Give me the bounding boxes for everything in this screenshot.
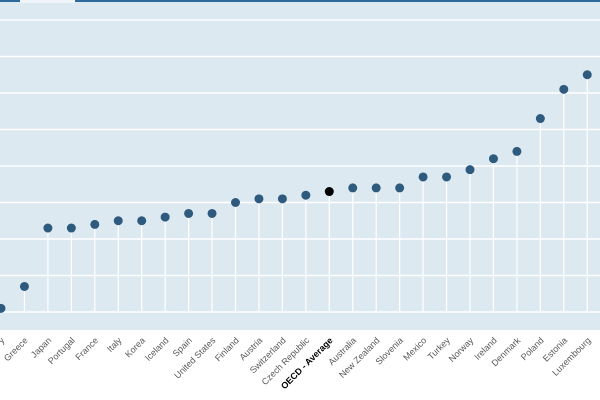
data-dot[interactable] [559, 84, 569, 94]
x-tick-label: Greece [2, 335, 30, 363]
data-dot[interactable] [231, 198, 240, 207]
data-dot[interactable] [371, 183, 381, 193]
data-dot[interactable] [207, 208, 217, 218]
data-dot[interactable] [535, 114, 545, 124]
average-dot[interactable] [324, 187, 334, 197]
x-tick-label: Finland [213, 335, 241, 363]
x-tick-label: France [73, 335, 100, 362]
data-dot[interactable] [488, 154, 498, 164]
data-dot[interactable] [43, 223, 53, 233]
data-dot[interactable] [113, 216, 123, 226]
data-dot[interactable] [184, 208, 194, 218]
data-dot[interactable] [348, 183, 358, 193]
x-tick-label: Iceland [143, 335, 171, 363]
data-dot[interactable] [160, 212, 170, 222]
plot-background [0, 0, 600, 330]
data-dot[interactable] [582, 70, 592, 80]
x-tick-label: United States [172, 335, 218, 381]
data-dot[interactable] [277, 194, 287, 204]
top-rule-left [0, 0, 20, 2]
data-dot[interactable] [465, 165, 475, 175]
data-dot[interactable] [442, 172, 452, 182]
data-dot[interactable] [90, 219, 100, 229]
top-rule-right [75, 0, 600, 2]
data-dot[interactable] [512, 146, 522, 156]
data-dot[interactable] [0, 303, 6, 313]
data-dot[interactable] [254, 194, 264, 204]
data-dot[interactable] [301, 190, 311, 200]
x-tick-label: Norway [447, 335, 476, 364]
x-tick-label: y [0, 335, 7, 346]
data-dot[interactable] [418, 172, 428, 182]
data-dot[interactable] [66, 223, 76, 233]
data-dot[interactable] [137, 216, 147, 226]
data-dot[interactable] [395, 183, 405, 193]
top-tab[interactable] [20, 0, 75, 3]
x-tick-label: Italy [105, 335, 124, 354]
x-tick-label: Mexico [401, 335, 428, 362]
data-dot[interactable] [19, 281, 29, 291]
